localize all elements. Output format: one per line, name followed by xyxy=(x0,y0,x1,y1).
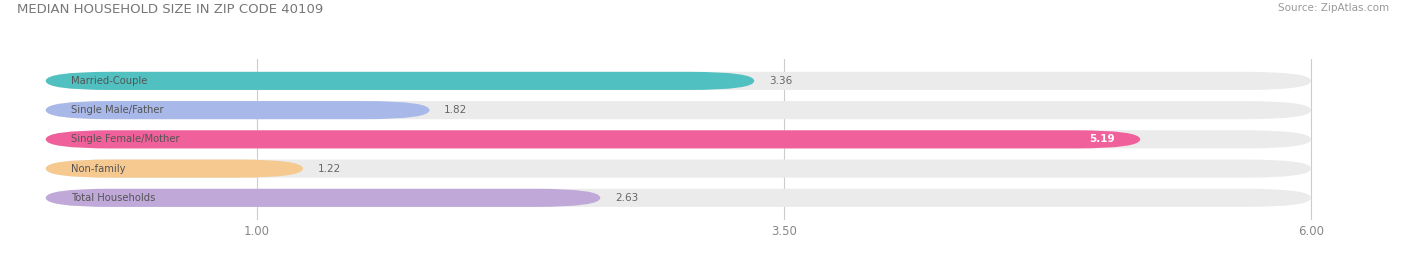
Text: Source: ZipAtlas.com: Source: ZipAtlas.com xyxy=(1278,3,1389,13)
FancyBboxPatch shape xyxy=(46,72,755,90)
FancyBboxPatch shape xyxy=(46,101,430,119)
FancyBboxPatch shape xyxy=(46,159,1312,178)
Text: Single Male/Father: Single Male/Father xyxy=(72,105,163,115)
Text: 2.63: 2.63 xyxy=(616,193,638,203)
Text: 3.36: 3.36 xyxy=(769,76,793,86)
Text: 1.22: 1.22 xyxy=(318,163,342,174)
FancyBboxPatch shape xyxy=(46,130,1312,148)
FancyBboxPatch shape xyxy=(46,189,1312,207)
FancyBboxPatch shape xyxy=(46,130,1140,148)
FancyBboxPatch shape xyxy=(46,101,1312,119)
Text: MEDIAN HOUSEHOLD SIZE IN ZIP CODE 40109: MEDIAN HOUSEHOLD SIZE IN ZIP CODE 40109 xyxy=(17,3,323,16)
Text: Total Households: Total Households xyxy=(72,193,156,203)
FancyBboxPatch shape xyxy=(46,72,1312,90)
Text: Married-Couple: Married-Couple xyxy=(72,76,148,86)
Text: Single Female/Mother: Single Female/Mother xyxy=(72,134,180,144)
Text: Non-family: Non-family xyxy=(72,163,125,174)
FancyBboxPatch shape xyxy=(46,189,600,207)
FancyBboxPatch shape xyxy=(46,159,304,178)
Text: 1.82: 1.82 xyxy=(444,105,468,115)
Text: 5.19: 5.19 xyxy=(1090,134,1115,144)
